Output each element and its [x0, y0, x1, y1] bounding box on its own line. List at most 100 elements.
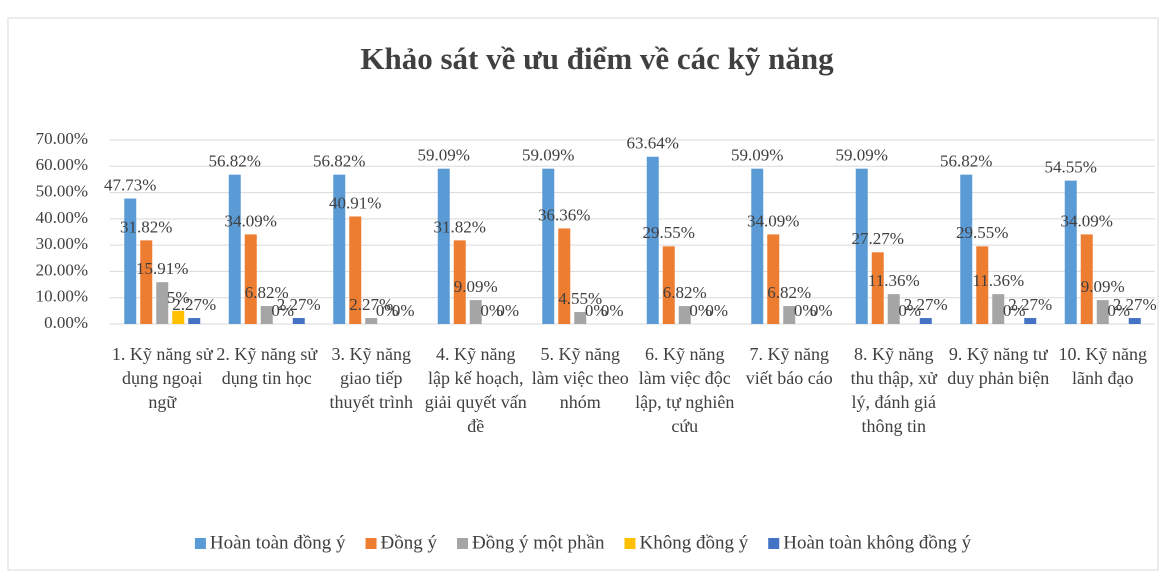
value-label: 0% — [705, 301, 728, 320]
y-tick-label: 20.00% — [36, 260, 88, 279]
bar — [453, 240, 466, 324]
bar — [960, 174, 973, 324]
value-label: 54.55% — [1045, 158, 1097, 177]
value-label: 11.36% — [868, 271, 920, 290]
legend-label: Hoàn toàn đồng ý — [210, 532, 346, 553]
legend-swatch — [624, 538, 636, 549]
bar — [558, 228, 571, 324]
value-label: 0% — [689, 301, 712, 320]
x-tick-label: 6. Kỹ năng làm việc độc lập, tự nghiên c… — [635, 344, 735, 436]
value-label: 34.09% — [747, 211, 799, 230]
bar — [244, 234, 257, 324]
bar — [871, 252, 884, 324]
value-label: 59.09% — [836, 146, 888, 165]
x-tick-label: 8. Kỹ năng thu thập, xử lý, đánh giá thô… — [850, 344, 937, 436]
legend-label: Hoàn toàn không đồng ý — [783, 532, 971, 553]
chart-title: Khảo sát về ưu điểm về các kỹ năng — [360, 41, 834, 76]
legend-label: Đồng ý — [381, 532, 438, 553]
y-tick-label: 60.00% — [36, 155, 88, 174]
x-tick-label: 5. Kỹ năng làm việc theo nhóm — [531, 344, 629, 412]
value-label: 2.27% — [1008, 295, 1052, 314]
value-label: 11.36% — [972, 271, 1024, 290]
value-label: 6.82% — [245, 283, 289, 302]
value-label: 5% — [167, 288, 190, 307]
x-tick-label: 9. Kỹ năng tư duy phản biện — [947, 344, 1050, 388]
bar — [887, 294, 900, 324]
value-label: 9.09% — [1081, 277, 1125, 296]
value-label: 0% — [496, 301, 519, 320]
bar — [292, 318, 305, 324]
bar — [1024, 318, 1037, 324]
bar — [469, 300, 482, 324]
value-label: 34.09% — [225, 211, 277, 230]
bar — [1128, 318, 1141, 324]
value-label: 0% — [810, 301, 833, 320]
value-label: 0% — [376, 301, 399, 320]
value-label: 40.91% — [329, 193, 381, 212]
bar — [140, 240, 153, 324]
bar — [437, 168, 450, 324]
bar — [662, 246, 675, 324]
bar — [783, 306, 796, 324]
bar — [646, 156, 659, 324]
x-tick-label: 10. Kỹ năng lãnh đạo — [1058, 344, 1148, 388]
bar — [156, 282, 169, 324]
bar — [574, 312, 587, 324]
value-label: 34.09% — [1061, 211, 1113, 230]
value-label: 9.09% — [454, 277, 498, 296]
y-tick-label: 50.00% — [36, 181, 88, 200]
bar — [678, 306, 691, 324]
legend-swatch — [457, 538, 469, 549]
bar — [260, 306, 273, 324]
bar — [172, 310, 185, 324]
x-tick-label: 1. Kỹ năng sử dụng ngoại ngữ — [111, 344, 213, 412]
value-label: 59.09% — [418, 146, 470, 165]
bar — [919, 318, 932, 324]
value-label: 0% — [794, 301, 817, 320]
bar — [542, 168, 555, 324]
bar — [333, 174, 346, 324]
value-label: 36.36% — [538, 205, 590, 224]
value-label: 2.27% — [1113, 295, 1157, 314]
value-label: 47.73% — [104, 175, 156, 194]
value-label: 27.27% — [852, 229, 904, 248]
bar — [976, 246, 989, 324]
value-label: 59.09% — [522, 146, 574, 165]
legend-swatch — [365, 538, 377, 549]
value-label: 0% — [601, 301, 624, 320]
y-tick-label: 10.00% — [36, 287, 88, 306]
bar — [751, 168, 764, 324]
legend-label: Đồng ý một phần — [472, 532, 605, 553]
y-tick-label: 40.00% — [36, 208, 88, 227]
bar — [124, 198, 137, 324]
value-label: 56.82% — [313, 152, 365, 171]
value-label: 2.27% — [277, 295, 321, 314]
value-label: 0% — [392, 301, 415, 320]
bar — [1096, 300, 1109, 324]
y-tick-label: 0.00% — [44, 313, 88, 332]
legend-label: Không đồng ý — [639, 532, 748, 553]
x-tick-label: 4. Kỹ năng lập kế hoạch, giải quyết vấn … — [424, 344, 527, 436]
bar — [855, 168, 868, 324]
value-label: 0% — [898, 301, 921, 320]
value-label: 0% — [271, 301, 294, 320]
bar — [767, 234, 780, 324]
bar — [188, 318, 201, 324]
value-label: 2.27% — [172, 295, 216, 314]
bar — [365, 318, 378, 324]
bar — [349, 216, 362, 324]
value-label: 15.91% — [136, 259, 188, 278]
x-tick-label: 2. Kỹ năng sử dụng tin học — [216, 344, 318, 388]
value-label: 31.82% — [434, 217, 486, 236]
legend-swatch — [768, 538, 780, 549]
bar — [228, 174, 241, 324]
value-label: 0% — [1107, 301, 1130, 320]
value-label: 6.82% — [767, 283, 811, 302]
value-label: 56.82% — [209, 152, 261, 171]
value-label: 6.82% — [663, 283, 707, 302]
value-label: 0% — [1003, 301, 1026, 320]
x-tick-label: 7. Kỹ năng viết báo cáo — [745, 344, 833, 388]
value-label: 0% — [585, 301, 608, 320]
